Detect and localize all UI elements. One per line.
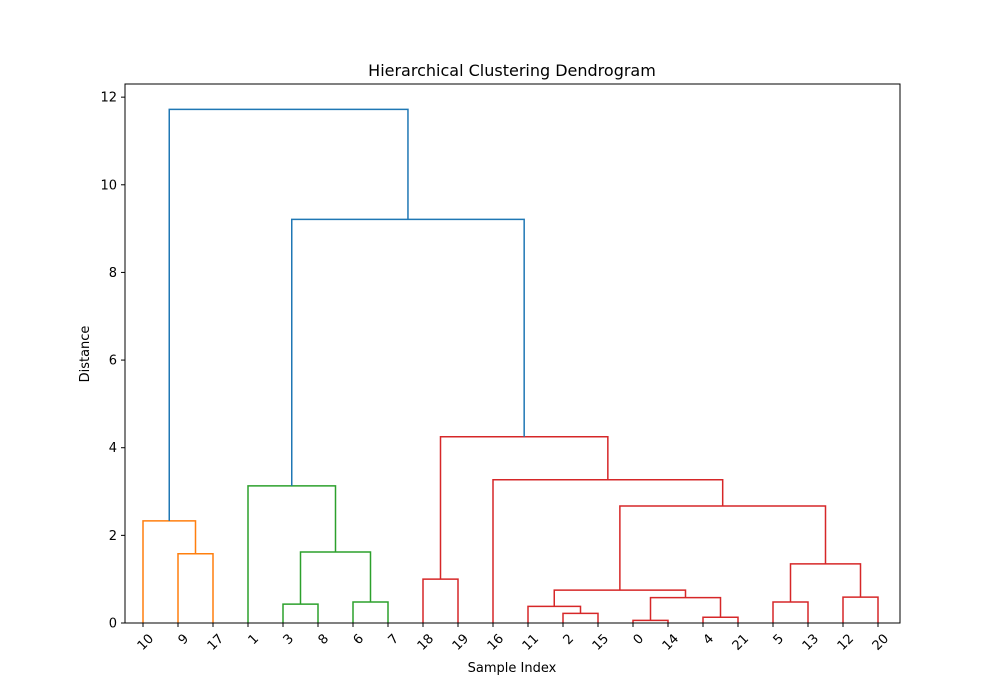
x-tick-label: 8 <box>316 631 332 647</box>
x-tick-label: 9 <box>176 631 192 647</box>
x-tick-label: 15 <box>590 631 612 653</box>
x-tick-label: 5 <box>771 631 787 647</box>
x-tick-label: 10 <box>135 631 157 653</box>
link-m_3_8 <box>282 603 319 623</box>
link-m_green <box>247 485 337 623</box>
y-axis-label: Distance <box>78 326 93 383</box>
y-tick-label: 12 <box>100 91 117 106</box>
x-axis-label: Sample Index <box>468 661 557 676</box>
y-tick-label: 6 <box>109 354 117 369</box>
chart-title: Hierarchical Clustering Dendrogram <box>368 61 656 80</box>
link-m_18_19 <box>422 578 459 623</box>
link-m_right <box>789 563 862 602</box>
x-tick-label: 11 <box>520 631 542 653</box>
x-tick-label: 21 <box>730 631 752 653</box>
y-tick-label: 4 <box>109 441 117 456</box>
x-tick-label: 18 <box>415 631 437 653</box>
link-m_9_17 <box>177 553 214 623</box>
link-m_5_13 <box>772 601 809 623</box>
link-m_16 <box>492 478 724 623</box>
x-tick-label: 1 <box>246 631 262 647</box>
x-tick-label: 4 <box>701 631 717 647</box>
link-m_0_14 <box>632 619 669 623</box>
link-m_2_15 <box>562 612 599 623</box>
x-tick-label: 14 <box>660 631 682 653</box>
x-tick-label: 6 <box>351 631 367 647</box>
x-tick-label: 20 <box>870 631 892 653</box>
x-tick-label: 19 <box>450 631 472 653</box>
y-tick-label: 0 <box>109 617 117 632</box>
y-tick-label: 10 <box>100 178 117 193</box>
x-tick-label: 16 <box>485 631 507 653</box>
link-m_green_red <box>291 218 525 486</box>
link-m_root <box>168 108 409 521</box>
dendrogram-links <box>142 108 879 623</box>
y-axis: 0 2 4 6 8 10 12 <box>100 91 125 632</box>
link-m_4_21 <box>702 616 739 623</box>
x-tick-label: 13 <box>800 631 822 653</box>
link-m_11_2_15 <box>527 605 582 623</box>
link-m_redcore <box>619 505 827 591</box>
y-tick-label: 2 <box>109 529 117 544</box>
link-m_red <box>439 436 609 580</box>
link-m_3868 <box>299 551 372 605</box>
x-tick-label: 17 <box>205 631 227 653</box>
y-tick-label: 8 <box>109 266 117 281</box>
x-axis: 10 9 17 1 3 8 6 7 18 19 16 11 2 15 0 14 4 21 5 13 12 20 <box>135 623 892 654</box>
x-tick-label: 3 <box>281 631 297 647</box>
x-tick-label: 0 <box>631 631 647 647</box>
link-m_12_20 <box>842 596 879 623</box>
link-m_10_9_17 <box>142 520 197 623</box>
plot-frame <box>124 83 901 624</box>
x-tick-label: 2 <box>561 631 577 647</box>
x-tick-label: 7 <box>386 631 402 647</box>
x-tick-label: 12 <box>835 631 857 653</box>
link-m_0_14_4_21 <box>649 596 722 621</box>
link-m_6_7 <box>352 601 389 623</box>
